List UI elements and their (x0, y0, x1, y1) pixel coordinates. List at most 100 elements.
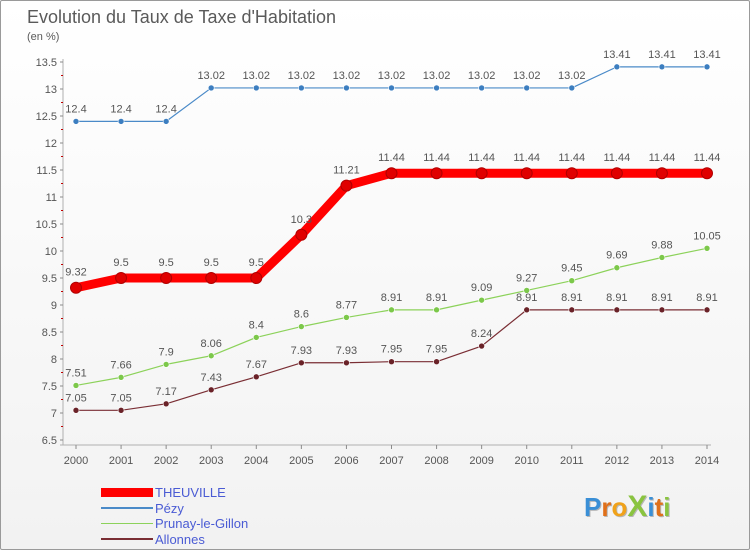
data-point-theuville (160, 272, 173, 284)
legend-item-theuville: THEUVILLE (101, 485, 226, 500)
data-label-allonnes: 8.91 (696, 292, 717, 304)
data-point-theuville (475, 167, 488, 180)
data-point-theuville (655, 167, 668, 180)
y-tick-label: 8.5 (42, 327, 57, 339)
data-label-p-zy: 13.02 (378, 70, 406, 82)
legend-item-prunay-le-gillon: Prunay-le-Gillon (101, 516, 248, 531)
data-point-p-zy (433, 84, 440, 92)
y-tick-label: 7 (51, 408, 57, 420)
data-label-prunay-le-gillon: 7.66 (110, 359, 131, 371)
data-point-prunay-le-gillon (568, 277, 576, 285)
data-point-allonnes (478, 342, 485, 350)
y-tick-label: 10 (45, 246, 57, 258)
logo-letter: P (584, 492, 602, 522)
data-label-allonnes: 7.95 (426, 344, 447, 356)
legend-item-p-zy: Pézy (101, 501, 184, 516)
data-label-allonnes: 8.91 (651, 292, 672, 304)
data-point-prunay-le-gillon (298, 323, 305, 330)
data-label-prunay-le-gillon: 9.45 (561, 263, 582, 275)
data-point-theuville (340, 179, 353, 192)
data-label-prunay-le-gillon: 9.09 (471, 282, 492, 294)
data-label-allonnes: 8.91 (606, 292, 627, 304)
logo-letter: i (663, 492, 671, 522)
data-label-theuville: 9.5 (249, 257, 264, 269)
data-label-p-zy: 13.41 (693, 49, 721, 61)
data-label-prunay-le-gillon: 8.4 (249, 319, 264, 331)
data-label-theuville: 9.5 (113, 257, 128, 269)
legend-label: Prunay-le-Gillon (155, 516, 249, 531)
data-point-allonnes (252, 373, 260, 381)
data-point-allonnes (162, 400, 170, 408)
x-tick-label: 2001 (109, 455, 133, 467)
data-point-theuville (205, 272, 218, 284)
y-tick-label: 11 (46, 192, 57, 204)
legend-swatch (101, 538, 153, 540)
legend-label: Pézy (155, 500, 184, 516)
legend-item-allonnes: Allonnes (101, 532, 205, 547)
y-tick-label: 11.5 (36, 165, 57, 177)
data-point-allonnes (613, 306, 621, 314)
data-point-p-zy (613, 63, 621, 71)
x-tick-label: 2009 (469, 455, 493, 467)
data-point-allonnes (298, 359, 305, 367)
y-tick-label: 12 (45, 138, 57, 150)
data-label-theuville: 9.5 (158, 257, 173, 269)
data-point-p-zy (298, 84, 305, 92)
x-tick-label: 2004 (244, 455, 268, 467)
proxiti-logo: ProXiti (584, 490, 671, 524)
data-point-prunay-le-gillon (162, 361, 170, 368)
data-label-theuville: 11.44 (423, 152, 450, 164)
y-tick-label: 13 (45, 84, 57, 96)
legend-swatch (101, 488, 153, 497)
data-point-p-zy (252, 84, 260, 92)
data-label-p-zy: 12.4 (155, 103, 176, 115)
axes: 6.5 7 7.5 8 8.5 9 9.5 10 10.5 11 11.5 12 12.5 13 13.5 2… (36, 57, 720, 467)
data-point-allonnes (433, 358, 440, 366)
data-label-allonnes: 7.93 (336, 345, 357, 357)
y-tick-label: 6.5 (42, 435, 57, 447)
data-point-prunay-le-gillon (343, 314, 350, 321)
data-point-p-zy (523, 84, 531, 92)
data-point-prunay-le-gillon (613, 264, 621, 272)
data-point-prunay-le-gillon (207, 352, 215, 360)
data-point-p-zy (478, 84, 485, 92)
data-label-theuville: 11.44 (513, 152, 540, 164)
legend-swatch (101, 507, 153, 509)
x-tick-label: 2005 (289, 455, 313, 467)
data-point-prunay-le-gillon (117, 374, 125, 381)
y-tick-label: 13.5 (36, 57, 57, 69)
series-line-theuville (71, 168, 712, 293)
data-point-theuville (701, 167, 713, 180)
data-point-allonnes (703, 306, 711, 314)
y-tick-label: 10.5 (36, 219, 57, 231)
data-point-prunay-le-gillon (703, 245, 711, 252)
data-label-prunay-le-gillon: 8.91 (381, 292, 402, 304)
data-label-p-zy: 13.02 (288, 70, 316, 82)
data-point-prunay-le-gillon (72, 382, 80, 389)
y-tick-label: 9.5 (42, 273, 57, 285)
data-label-prunay-le-gillon: 10.05 (693, 230, 721, 242)
legend-swatch (101, 522, 153, 525)
data-label-prunay-le-gillon: 8.91 (426, 292, 447, 304)
data-point-allonnes (117, 406, 125, 414)
data-label-allonnes: 8.24 (471, 328, 492, 340)
data-point-theuville (520, 167, 533, 180)
y-tick-label: 7.5 (42, 381, 57, 393)
data-point-p-zy (703, 63, 711, 71)
data-point-allonnes (388, 358, 395, 366)
data-label-theuville: 11.44 (468, 152, 495, 164)
data-label-allonnes: 8.91 (516, 292, 537, 304)
data-point-p-zy (343, 84, 350, 92)
data-label-theuville: 9.32 (65, 267, 86, 279)
data-label-p-zy: 12.4 (65, 103, 86, 115)
data-label-allonnes: 7.67 (246, 359, 267, 371)
chart-title: Evolution du Taux de Taxe d'Habitation (27, 7, 336, 27)
data-point-allonnes (207, 386, 215, 394)
x-tick-label: 2003 (199, 455, 223, 467)
data-label-theuville: 9.5 (204, 257, 219, 269)
data-point-prunay-le-gillon (252, 334, 260, 341)
data-label-p-zy: 13.02 (558, 70, 586, 82)
unit-label: (en %) (27, 31, 60, 43)
data-label-p-zy: 13.41 (648, 49, 676, 61)
